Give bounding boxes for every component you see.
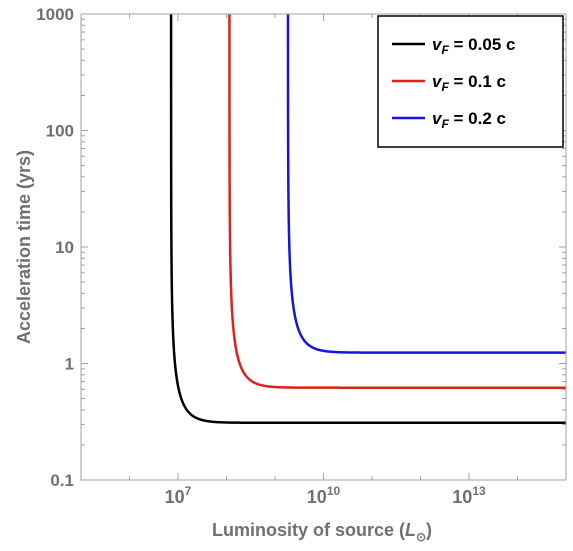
series-line-3 [286, 14, 566, 354]
plot-series [169, 14, 566, 425]
x-axis-title: Luminosity of source (L⊙) [212, 520, 432, 544]
legend-label-1: vF = 0.05 c [432, 35, 515, 57]
x-tick-label: 1010 [307, 484, 341, 507]
series-line-1 [169, 14, 566, 425]
y-tick-label: 1 [65, 355, 74, 374]
y-tick-label: 1000 [36, 5, 74, 24]
tick-labels: 0.1 1 10 100 1000 107 1010 1013 [36, 5, 486, 507]
series-line-2 [228, 14, 566, 389]
y-tick-label: 0.1 [50, 471, 74, 490]
legend: vF = 0.05 c vF = 0.1 c vF = 0.2 c [377, 15, 564, 148]
x-tick-label: 1013 [452, 484, 486, 507]
y-tick-label: 100 [46, 122, 74, 141]
y-tick-label: 10 [55, 238, 74, 257]
x-tick-label: 107 [165, 484, 192, 507]
legend-label-3: vF = 0.2 c [432, 109, 506, 131]
y-axis-title: Acceleration time (yrs) [14, 150, 34, 344]
legend-label-2: vF = 0.1 c [432, 72, 506, 94]
